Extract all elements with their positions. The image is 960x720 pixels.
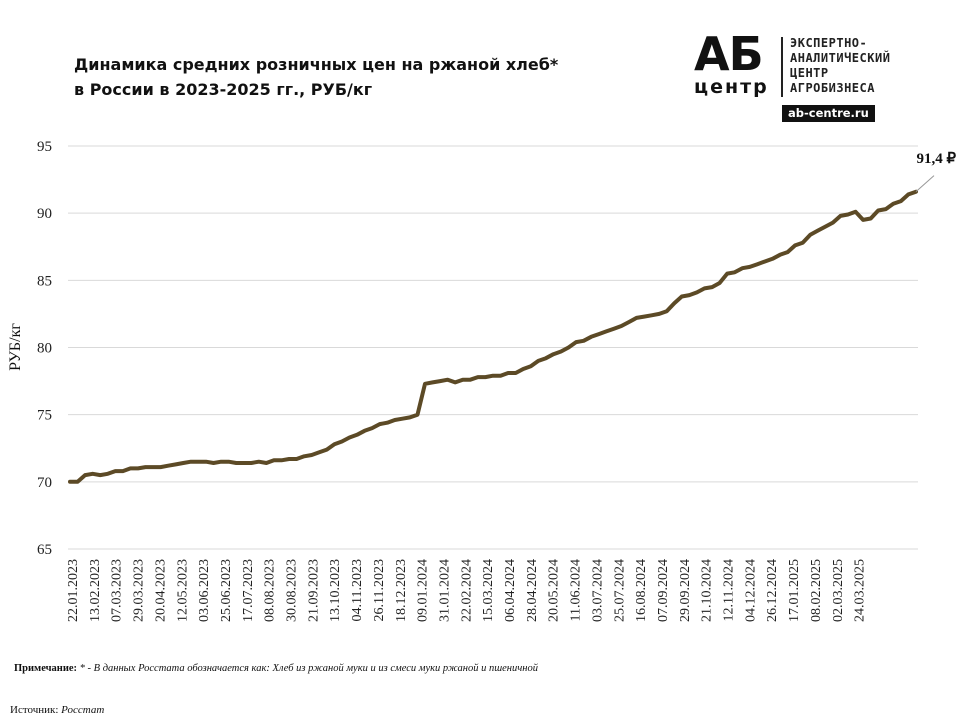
x-tick-label: 13.10.2023 [328, 559, 343, 622]
x-tick-label: 03.06.2023 [197, 559, 212, 622]
x-tick-label: 28.04.2024 [525, 559, 540, 622]
x-tick-label: 13.02.2023 [88, 559, 103, 622]
last-value-label: 91,4 ₽ [916, 151, 956, 167]
x-tick-label: 12.11.2024 [722, 559, 737, 621]
series-group [68, 189, 918, 484]
logo-url: ab-centre.ru [782, 105, 875, 122]
x-tick-label: 07.03.2023 [110, 559, 125, 622]
x-tick-label: 22.01.2023 [66, 559, 81, 622]
x-tick-label: 26.12.2024 [765, 559, 780, 622]
logo-text-line: АНАЛИТИЧЕСКИЙ [790, 51, 891, 65]
x-tick-label: 09.01.2024 [416, 559, 431, 622]
footnote: Примечание: * - В данных Росстата обозна… [14, 663, 538, 674]
logo-centr-text: центр [694, 76, 769, 98]
x-tick-label: 03.07.2024 [590, 559, 605, 622]
x-tick-label: 15.03.2024 [481, 559, 496, 622]
x-tick-label: 08.08.2023 [263, 559, 278, 622]
footnote-text: * - В данных Росстата обозначается как: … [77, 663, 538, 674]
y-tick-label: 85 [37, 273, 52, 289]
x-tick-label: 12.05.2023 [175, 559, 190, 622]
chart-title: Динамика средних розничных цен на ржаной… [74, 52, 634, 102]
x-tick-label: 30.08.2023 [285, 559, 300, 622]
x-tick-label: 17.07.2023 [241, 559, 256, 622]
x-tick-label: 17.01.2025 [787, 559, 802, 622]
x-tick-label: 07.09.2024 [656, 559, 671, 622]
source-line: Источник: Росстат [10, 704, 104, 716]
x-tick-label: 21.09.2023 [306, 559, 321, 622]
x-tick-label: 26.11.2023 [372, 559, 387, 621]
logo-org-name: ЭКСПЕРТНО- АНАЛИТИЧЕСКИЙ ЦЕНТР АГРОБИЗНЕ… [790, 36, 890, 96]
logo-text-line: АГРОБИЗНЕСА [790, 81, 875, 95]
x-tick-label: 20.05.2024 [547, 559, 562, 622]
y-tick-label: 95 [37, 139, 52, 155]
grid-lines [68, 145, 918, 550]
x-tick-label: 04.11.2023 [350, 559, 365, 621]
ab-centre-logo: АБ центр ЭКСПЕРТНО- АНАЛИТИЧЕСКИЙ ЦЕНТР … [690, 27, 932, 123]
chart-title-line-2: в России в 2023-2025 гг., РУБ/кг [74, 80, 373, 99]
x-tick-label: 06.04.2024 [503, 559, 518, 622]
x-tick-label: 20.04.2023 [153, 559, 168, 622]
source-text: Росстат [61, 704, 105, 716]
logo-ab-text: АБ [694, 27, 764, 81]
x-tick-label: 25.07.2024 [612, 559, 627, 622]
logo-text-line: ЭКСПЕРТНО- [790, 36, 868, 50]
x-tick-label: 08.02.2025 [809, 559, 824, 622]
y-tick-label: 70 [37, 475, 52, 491]
x-tick-label: 22.02.2024 [459, 559, 474, 622]
x-axis-tick-labels: 22.01.2023 13.02.2023 07.03.2023 29.03.2023… [66, 559, 868, 622]
line-chart: 65 70 75 80 85 90 95 22.01.2023 13.02.2023 07.03… [7, 139, 956, 622]
footnote-label: Примечание: [14, 663, 78, 674]
x-tick-label: 29.09.2024 [678, 559, 693, 622]
x-tick-label: 25.06.2023 [219, 559, 234, 622]
annotation-leader-line [915, 175, 935, 193]
x-tick-label: 21.10.2024 [700, 559, 715, 622]
series-line [68, 189, 918, 484]
x-tick-label: 16.08.2024 [634, 559, 649, 622]
y-tick-label: 90 [37, 206, 52, 222]
y-tick-label: 65 [37, 542, 52, 558]
y-tick-label: 75 [37, 408, 52, 424]
source-label: Источник: [10, 704, 62, 716]
x-tick-label: 31.01.2024 [438, 559, 453, 622]
logo-divider [781, 37, 783, 97]
x-tick-label: 29.03.2023 [132, 559, 147, 622]
y-axis-label: РУБ/кг [7, 323, 24, 371]
chart-title-line-1: Динамика средних розничных цен на ржаной… [74, 55, 559, 74]
logo-text-line: ЦЕНТР [790, 66, 829, 80]
x-tick-label: 18.12.2023 [394, 559, 409, 622]
x-tick-label: 04.12.2024 [743, 559, 758, 622]
x-tick-label: 11.06.2024 [569, 559, 584, 621]
y-tick-label: 80 [37, 341, 52, 357]
annotation-group: 91,4 ₽ [915, 151, 956, 193]
x-tick-label: 02.03.2025 [831, 559, 846, 622]
x-tick-label: 24.03.2025 [853, 559, 868, 622]
y-axis-tick-labels: 65 70 75 80 85 90 95 [37, 139, 52, 558]
